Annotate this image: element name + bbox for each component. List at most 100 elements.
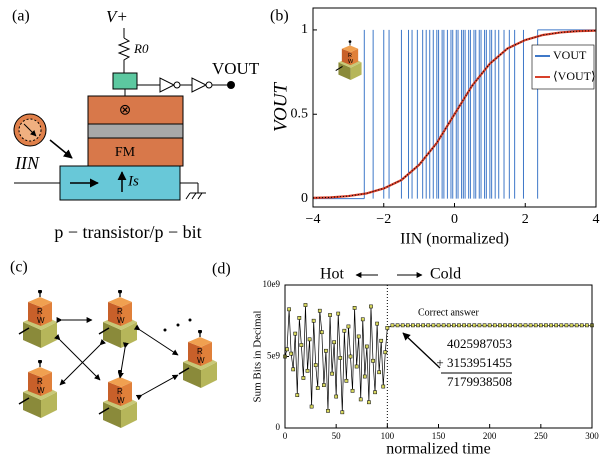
marker xyxy=(347,325,350,328)
y-tick-label: 0 xyxy=(276,422,281,432)
x-tick-label: 300 xyxy=(585,431,599,441)
legend-label: ⟨VOUT⟩ xyxy=(553,69,596,83)
marker xyxy=(483,324,486,327)
marker xyxy=(565,324,568,327)
marker xyxy=(422,324,425,327)
marker xyxy=(316,386,319,389)
marker xyxy=(411,324,414,327)
x-tick-label: −4 xyxy=(306,212,321,227)
marker xyxy=(544,324,547,327)
x-tick-label: 100 xyxy=(381,431,395,441)
marker xyxy=(322,384,325,387)
marker xyxy=(333,341,336,344)
marker xyxy=(378,371,381,374)
sum: 7179938508 xyxy=(447,374,512,389)
marker xyxy=(361,318,364,321)
marker xyxy=(287,308,290,311)
marker xyxy=(308,338,311,341)
marker xyxy=(341,411,344,414)
plot-frame xyxy=(313,8,596,207)
x-tick-label: 0 xyxy=(451,212,458,227)
y-tick-label: 0.5 xyxy=(291,106,309,121)
marker xyxy=(524,324,527,327)
fm-label: FM xyxy=(115,145,136,160)
marker xyxy=(427,324,430,327)
marker xyxy=(363,375,366,378)
marker xyxy=(560,324,563,327)
marker xyxy=(310,405,313,408)
annotation-cold: Cold xyxy=(430,266,461,283)
annotation-hot: Hot xyxy=(320,266,345,283)
legend-label: VOUT xyxy=(553,48,587,62)
marker xyxy=(406,324,409,327)
marker xyxy=(373,391,376,394)
marker xyxy=(442,324,445,327)
addend-1: 4025987053 xyxy=(447,336,512,351)
marker xyxy=(585,324,588,327)
x-tick-label: 4 xyxy=(593,212,600,227)
panel-c: (c) xyxy=(10,259,217,428)
supply-label: V+ xyxy=(106,7,128,26)
x-tick-label: 50 xyxy=(332,431,342,441)
marker xyxy=(503,324,506,327)
marker xyxy=(575,324,578,327)
y-tick-label: 0 xyxy=(301,191,308,206)
x-tick-label: 250 xyxy=(534,431,548,441)
marker xyxy=(367,401,370,404)
marker xyxy=(349,355,352,358)
marker xyxy=(335,395,338,398)
marker xyxy=(478,324,481,327)
x-axis-label: IIN (normalized) xyxy=(400,231,509,248)
marker xyxy=(330,372,333,375)
input-label: IIN xyxy=(14,153,40,173)
marker xyxy=(498,324,501,327)
figure: R W (a) V+ R0 VOUT ⊗ FM Is IIN xyxy=(0,0,600,457)
marker xyxy=(462,324,465,327)
magnet-symbol: ⊗ xyxy=(119,102,132,118)
marker xyxy=(292,368,295,371)
marker xyxy=(312,319,315,322)
marker xyxy=(488,324,491,327)
marker xyxy=(380,339,383,342)
marker xyxy=(519,324,522,327)
y-axis-label: Sum Bits in Decimal xyxy=(252,311,264,403)
y-tick-label: 1 xyxy=(301,22,308,37)
marker xyxy=(468,324,471,327)
marker xyxy=(473,324,476,327)
marker xyxy=(318,309,321,312)
marker xyxy=(384,351,387,354)
marker xyxy=(580,324,583,327)
marker xyxy=(493,324,496,327)
marker xyxy=(294,332,297,335)
marker xyxy=(509,324,512,327)
marker xyxy=(351,389,354,392)
panel-label: (d) xyxy=(212,261,231,278)
marker xyxy=(365,345,368,348)
marker xyxy=(371,359,374,362)
marker xyxy=(529,324,532,327)
marker xyxy=(337,312,340,315)
y-axis-label: VOUT xyxy=(270,82,291,132)
marker xyxy=(304,303,307,306)
x-tick-label: 2 xyxy=(522,212,529,227)
marker xyxy=(447,324,450,327)
marker xyxy=(324,349,327,352)
addend-2: + 3153951455 xyxy=(436,355,512,370)
x-tick-label: 0 xyxy=(283,431,288,441)
marker xyxy=(570,324,573,327)
x-axis-label: normalized time xyxy=(386,441,490,457)
marker xyxy=(296,394,299,397)
output-label: VOUT xyxy=(212,59,260,78)
marker xyxy=(285,348,288,351)
marker xyxy=(432,324,435,327)
marker xyxy=(345,379,348,382)
marker xyxy=(457,324,460,327)
marker xyxy=(343,329,346,332)
marker xyxy=(401,324,404,327)
marker xyxy=(416,324,419,327)
marker xyxy=(353,306,356,309)
marker xyxy=(326,409,329,412)
marker xyxy=(549,324,552,327)
marker xyxy=(534,324,537,327)
